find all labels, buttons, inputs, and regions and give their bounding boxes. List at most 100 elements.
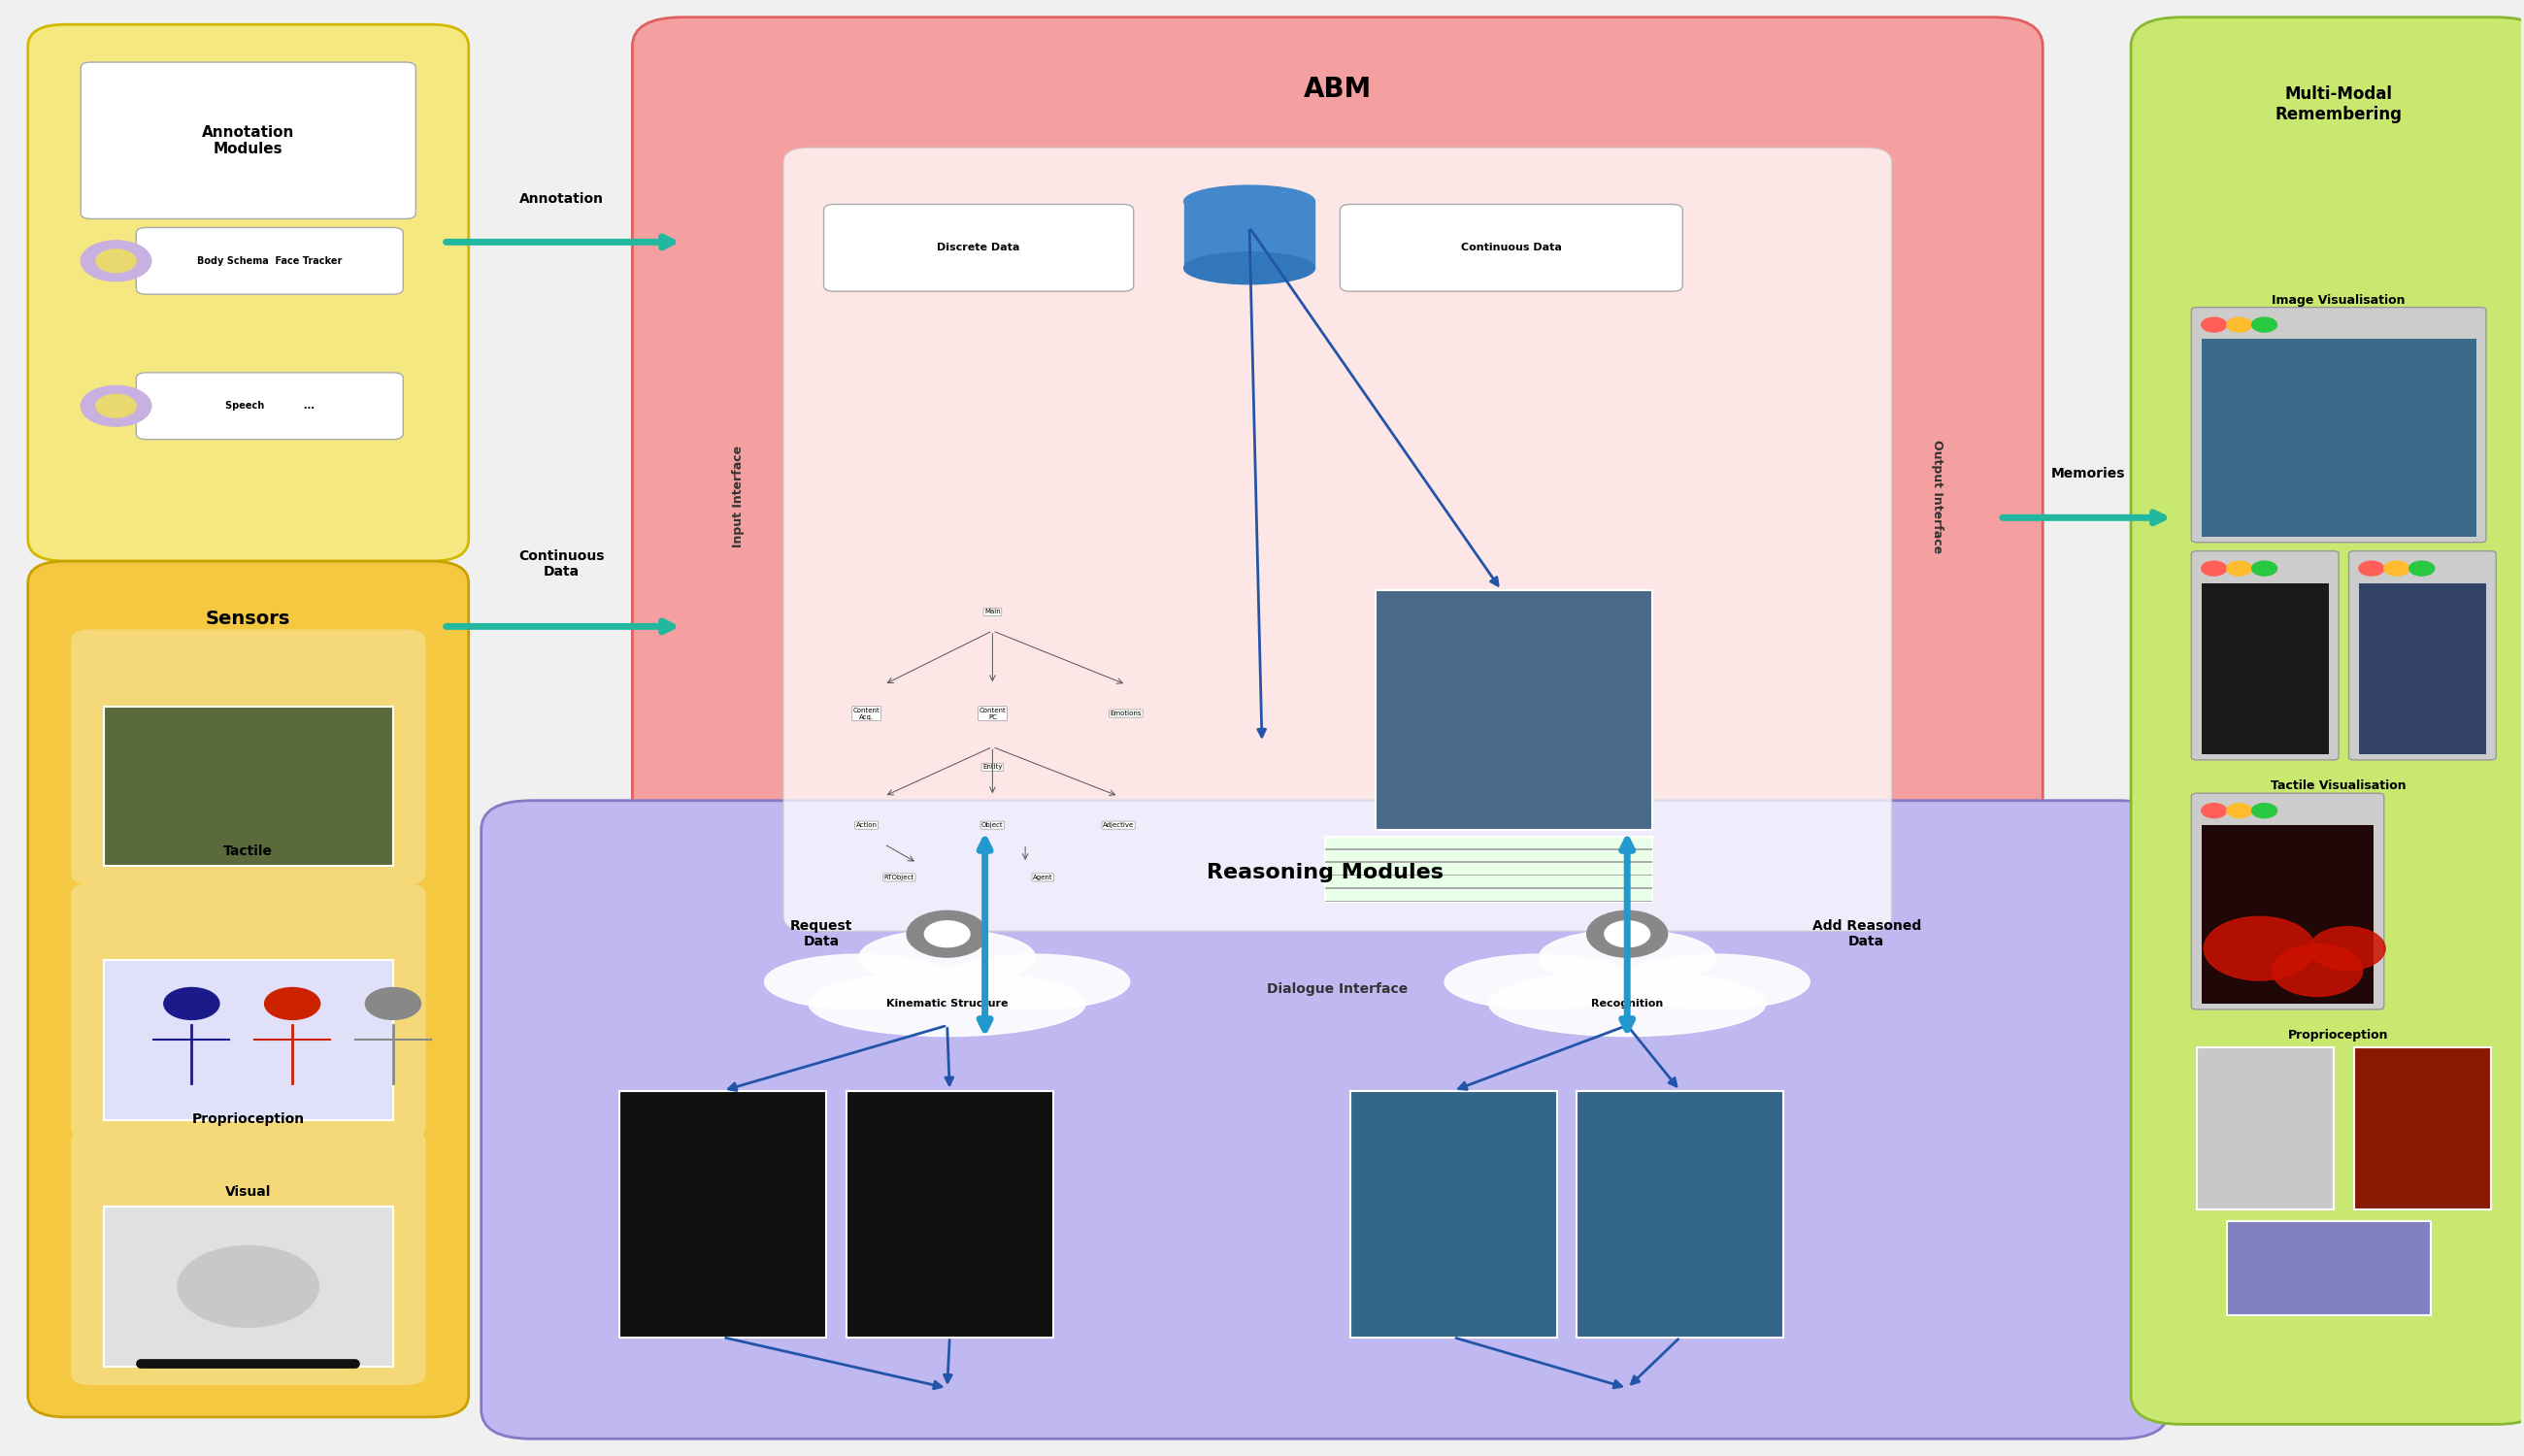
Ellipse shape: [1540, 929, 1716, 984]
Text: Reasoning Modules: Reasoning Modules: [1206, 863, 1444, 882]
Circle shape: [2251, 561, 2277, 575]
Ellipse shape: [1620, 954, 1810, 1009]
Text: ABM: ABM: [1302, 76, 1371, 103]
Circle shape: [2203, 917, 2315, 980]
FancyBboxPatch shape: [28, 25, 469, 561]
Circle shape: [2251, 317, 2277, 332]
Circle shape: [96, 249, 136, 272]
Ellipse shape: [1489, 971, 1767, 1037]
Circle shape: [2410, 561, 2436, 575]
Circle shape: [2226, 317, 2251, 332]
FancyBboxPatch shape: [482, 801, 2168, 1439]
Text: Annotation
Modules: Annotation Modules: [202, 125, 295, 156]
Circle shape: [906, 911, 987, 957]
Text: Image Visualisation: Image Visualisation: [2272, 294, 2405, 306]
Text: Request
Data: Request Data: [790, 919, 853, 949]
Ellipse shape: [858, 929, 1035, 984]
Bar: [103, 1207, 394, 1366]
Bar: [103, 706, 394, 866]
FancyBboxPatch shape: [71, 629, 427, 885]
FancyBboxPatch shape: [28, 561, 469, 1417]
Text: Discrete Data: Discrete Data: [936, 243, 1020, 253]
Ellipse shape: [1184, 252, 1315, 284]
FancyBboxPatch shape: [2130, 17, 2524, 1424]
Text: Action: Action: [856, 823, 878, 828]
Ellipse shape: [1184, 185, 1315, 217]
Bar: [1376, 590, 1653, 830]
Text: Tactile Visualisation: Tactile Visualisation: [2272, 780, 2405, 792]
Circle shape: [2201, 561, 2226, 575]
Bar: [2226, 1222, 2431, 1316]
Bar: [1325, 837, 1653, 903]
Text: Continuous
Data: Continuous Data: [520, 549, 606, 578]
Text: Sensors: Sensors: [207, 610, 290, 629]
Text: Memories: Memories: [2052, 467, 2125, 480]
Ellipse shape: [765, 954, 954, 1009]
Text: Content
Acq.: Content Acq.: [853, 708, 881, 719]
FancyBboxPatch shape: [71, 1130, 427, 1385]
Text: Speech            ...: Speech ...: [225, 400, 316, 411]
Circle shape: [2226, 561, 2251, 575]
FancyBboxPatch shape: [2191, 307, 2486, 542]
Bar: [621, 1091, 825, 1337]
Circle shape: [2360, 561, 2385, 575]
Text: Annotation: Annotation: [520, 192, 603, 205]
FancyBboxPatch shape: [2191, 794, 2385, 1009]
Bar: [103, 960, 394, 1120]
Circle shape: [177, 1246, 318, 1326]
FancyBboxPatch shape: [823, 204, 1133, 291]
Text: RTObject: RTObject: [883, 875, 914, 881]
Text: Multi-Modal
Remembering: Multi-Modal Remembering: [2274, 86, 2403, 124]
Text: Main: Main: [984, 609, 1000, 614]
Bar: [2201, 339, 2476, 536]
Circle shape: [2201, 317, 2226, 332]
Circle shape: [164, 987, 220, 1019]
Text: Agent: Agent: [1032, 875, 1053, 881]
FancyBboxPatch shape: [136, 373, 404, 440]
Bar: [1350, 1091, 1557, 1337]
Circle shape: [1588, 911, 1668, 957]
Text: Add Reasoned
Data: Add Reasoned Data: [1812, 919, 1921, 949]
Text: Continuous Data: Continuous Data: [1461, 243, 1562, 253]
FancyBboxPatch shape: [136, 227, 404, 294]
FancyBboxPatch shape: [81, 63, 416, 218]
Text: Input Interface: Input Interface: [732, 446, 745, 547]
Bar: [1578, 1091, 1784, 1337]
Circle shape: [96, 395, 136, 418]
Text: Content
PC: Content PC: [979, 708, 1007, 719]
Circle shape: [2201, 804, 2226, 818]
Bar: [2201, 826, 2375, 1003]
Circle shape: [1605, 922, 1651, 946]
FancyBboxPatch shape: [634, 17, 2042, 1076]
Text: Entity: Entity: [982, 764, 1002, 770]
Circle shape: [265, 987, 321, 1019]
Text: Dialogue Interface: Dialogue Interface: [1267, 983, 1408, 996]
Circle shape: [2272, 943, 2362, 996]
Text: Kinematic Structure: Kinematic Structure: [886, 999, 1007, 1009]
Circle shape: [81, 386, 151, 427]
Text: Object: Object: [982, 823, 1005, 828]
Bar: [2196, 1047, 2335, 1210]
Circle shape: [2251, 804, 2277, 818]
Text: Proprioception: Proprioception: [2289, 1029, 2388, 1042]
Text: Body Schema  Face Tracker: Body Schema Face Tracker: [197, 256, 343, 266]
Circle shape: [2309, 926, 2385, 970]
Ellipse shape: [808, 971, 1085, 1037]
Circle shape: [366, 987, 422, 1019]
Circle shape: [924, 922, 969, 946]
FancyBboxPatch shape: [782, 147, 1890, 930]
Bar: [2355, 1047, 2491, 1210]
FancyBboxPatch shape: [71, 884, 427, 1139]
Circle shape: [2226, 804, 2251, 818]
Text: Proprioception: Proprioception: [192, 1112, 305, 1127]
FancyBboxPatch shape: [1340, 204, 1684, 291]
FancyBboxPatch shape: [2350, 550, 2496, 760]
Circle shape: [2385, 561, 2410, 575]
Text: Emotions: Emotions: [1111, 711, 1141, 716]
Bar: [2360, 582, 2486, 754]
Text: Visual: Visual: [225, 1185, 270, 1198]
Bar: [1184, 201, 1315, 268]
FancyBboxPatch shape: [2191, 550, 2340, 760]
Text: Adjective: Adjective: [1103, 823, 1133, 828]
Circle shape: [81, 240, 151, 281]
